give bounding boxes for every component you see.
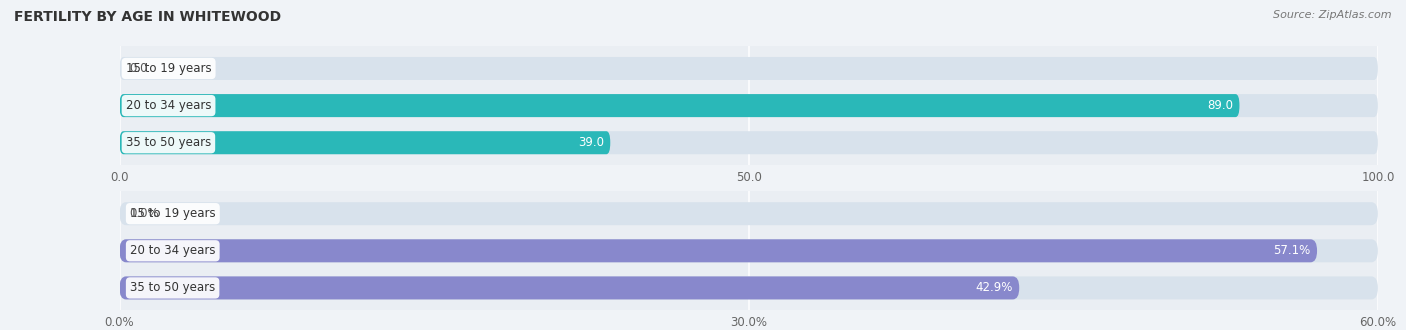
Text: 57.1%: 57.1%	[1274, 244, 1310, 257]
FancyBboxPatch shape	[120, 94, 1378, 117]
Text: 42.9%: 42.9%	[976, 281, 1012, 294]
FancyBboxPatch shape	[120, 131, 1378, 154]
Text: FERTILITY BY AGE IN WHITEWOOD: FERTILITY BY AGE IN WHITEWOOD	[14, 10, 281, 24]
Text: 89.0: 89.0	[1208, 99, 1233, 112]
Text: 15 to 19 years: 15 to 19 years	[125, 62, 211, 75]
FancyBboxPatch shape	[120, 239, 1317, 262]
FancyBboxPatch shape	[120, 277, 1378, 299]
Text: 35 to 50 years: 35 to 50 years	[125, 136, 211, 149]
FancyBboxPatch shape	[120, 239, 1378, 262]
Text: 20 to 34 years: 20 to 34 years	[129, 244, 215, 257]
Text: 15 to 19 years: 15 to 19 years	[129, 207, 215, 220]
Text: 0.0: 0.0	[129, 62, 148, 75]
FancyBboxPatch shape	[120, 202, 1378, 225]
Text: 0.0%: 0.0%	[129, 207, 159, 220]
Text: Source: ZipAtlas.com: Source: ZipAtlas.com	[1274, 10, 1392, 20]
Text: 20 to 34 years: 20 to 34 years	[125, 99, 211, 112]
FancyBboxPatch shape	[120, 277, 1019, 299]
FancyBboxPatch shape	[120, 94, 1240, 117]
FancyBboxPatch shape	[120, 57, 1378, 80]
Text: 39.0: 39.0	[578, 136, 605, 149]
FancyBboxPatch shape	[120, 131, 610, 154]
Text: 35 to 50 years: 35 to 50 years	[129, 281, 215, 294]
